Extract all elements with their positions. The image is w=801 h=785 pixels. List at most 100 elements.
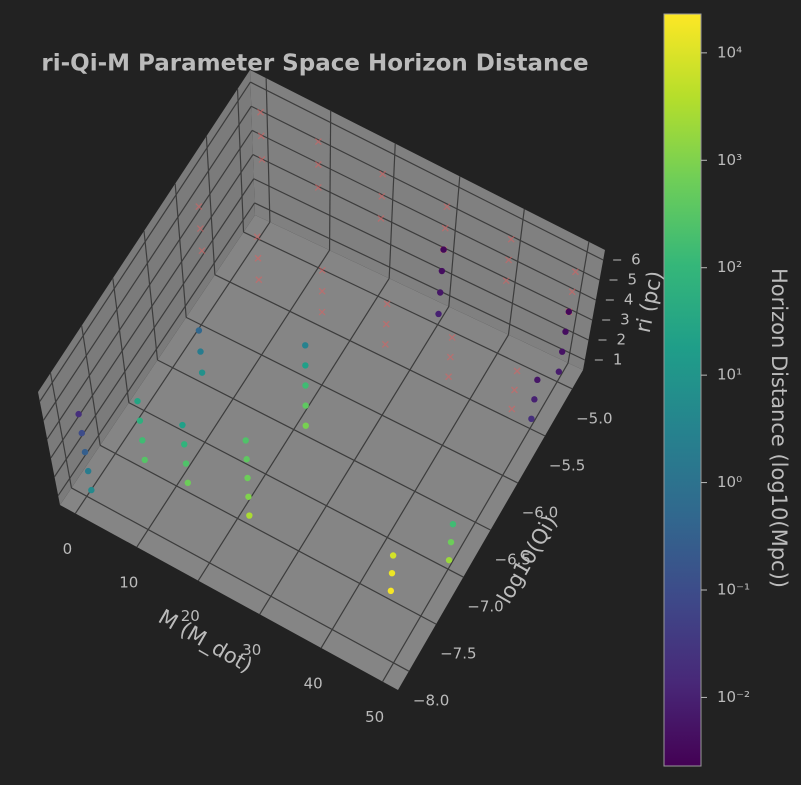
colorbar-tick-label: 10⁴ xyxy=(717,43,742,61)
data-point xyxy=(447,538,455,546)
marker-stroke xyxy=(383,300,391,308)
data-point xyxy=(84,467,92,475)
x-tick-label: 50 xyxy=(365,708,384,726)
undetected-marker xyxy=(318,266,326,274)
grid-line xyxy=(250,105,600,281)
data-point xyxy=(445,556,453,564)
marker-stroke xyxy=(314,183,322,191)
undetected-marker xyxy=(377,215,385,222)
grid-line xyxy=(128,402,464,578)
data-point xyxy=(531,396,538,403)
data-point xyxy=(246,512,253,519)
y-tick-label: −6.5 xyxy=(495,551,531,569)
data-point xyxy=(302,382,309,389)
grid-line xyxy=(205,136,216,275)
marker-stroke xyxy=(378,192,386,200)
undetected-marker xyxy=(257,132,265,140)
undetected-marker xyxy=(568,288,576,296)
grid-line xyxy=(81,325,101,446)
data-point xyxy=(75,410,82,418)
grid-line xyxy=(567,241,590,364)
x-tick-label: 30 xyxy=(242,641,261,659)
marker-stroke xyxy=(253,233,261,241)
z-tick-label: 4 xyxy=(624,291,634,309)
marker-stroke xyxy=(445,373,453,381)
data-point xyxy=(179,421,186,429)
data-point xyxy=(534,376,541,384)
undetected-marker xyxy=(446,353,454,361)
marker-stroke xyxy=(448,333,456,341)
colorbar-tick-label: 10³ xyxy=(717,151,742,169)
marker-stroke xyxy=(318,287,326,295)
grid-line xyxy=(328,110,332,251)
x-tick-label: 0 xyxy=(63,540,73,558)
undetected-marker xyxy=(445,373,453,381)
marker-stroke xyxy=(443,203,451,211)
y-tick-label: −7.5 xyxy=(440,645,476,663)
marker-stroke xyxy=(318,266,326,274)
data-point xyxy=(555,368,563,375)
grid-line xyxy=(448,176,461,307)
data-point xyxy=(245,493,252,500)
undetected-marker xyxy=(381,340,389,348)
data-point xyxy=(181,441,188,448)
z-tick-label: 3 xyxy=(620,311,630,329)
data-point xyxy=(437,289,444,296)
undetected-marker xyxy=(314,138,322,146)
undetected-marker xyxy=(195,203,203,210)
undetected-marker xyxy=(513,367,521,375)
marker-stroke xyxy=(505,256,513,264)
undetected-marker xyxy=(382,320,390,328)
marker-stroke xyxy=(502,277,510,285)
grid-line xyxy=(185,316,518,484)
marker-stroke xyxy=(254,254,262,262)
colorbar-tick-label: 10⁻¹ xyxy=(717,581,750,599)
data-point xyxy=(435,310,442,318)
marker-stroke xyxy=(198,247,206,255)
undetected-marker xyxy=(314,161,322,168)
marker-stroke xyxy=(568,288,576,296)
data-point xyxy=(388,569,396,577)
grid-line xyxy=(57,202,256,496)
grid-line xyxy=(39,81,251,402)
colorbar-tick-label: 10² xyxy=(717,258,742,276)
undetected-marker xyxy=(196,225,204,233)
marker-stroke xyxy=(382,320,390,328)
marker-stroke xyxy=(379,170,387,178)
data-point xyxy=(134,397,141,405)
undetected-marker xyxy=(257,108,264,116)
data-point xyxy=(195,327,203,334)
chart-title: ri-Qi-M Parameter Space Horizon Distance xyxy=(41,51,588,77)
undetected-marker xyxy=(318,308,326,316)
data-point xyxy=(244,474,251,482)
data-point xyxy=(440,246,447,253)
grid-line xyxy=(143,230,159,361)
back-pane xyxy=(250,70,605,370)
undetected-marker xyxy=(383,300,391,308)
z-tick-label: 5 xyxy=(628,271,638,289)
colorbar-tick-label: 10⁻² xyxy=(717,688,750,706)
colorbar-tick-label: 10⁰ xyxy=(717,473,742,491)
grid-line xyxy=(253,178,589,341)
data-point xyxy=(198,369,206,376)
undetected-marker xyxy=(254,254,262,262)
grid-line xyxy=(112,278,130,403)
grid-line xyxy=(50,154,254,459)
colorbar-tick-label: 10¹ xyxy=(717,366,742,384)
z-tick-label: 1 xyxy=(613,351,623,369)
data-point xyxy=(242,437,249,444)
data-point xyxy=(562,328,569,335)
undetected-marker xyxy=(258,155,266,163)
grid-line xyxy=(54,178,255,478)
grid-line xyxy=(214,274,546,437)
data-point xyxy=(449,520,457,528)
marker-stroke xyxy=(446,353,454,361)
data-point xyxy=(81,448,89,456)
marker-stroke xyxy=(508,405,516,413)
data-point xyxy=(78,429,85,437)
undetected-marker xyxy=(441,224,449,232)
x-tick-label: 40 xyxy=(304,674,323,692)
y-tick-label: −6.0 xyxy=(522,503,558,521)
undetected-marker xyxy=(502,277,510,285)
